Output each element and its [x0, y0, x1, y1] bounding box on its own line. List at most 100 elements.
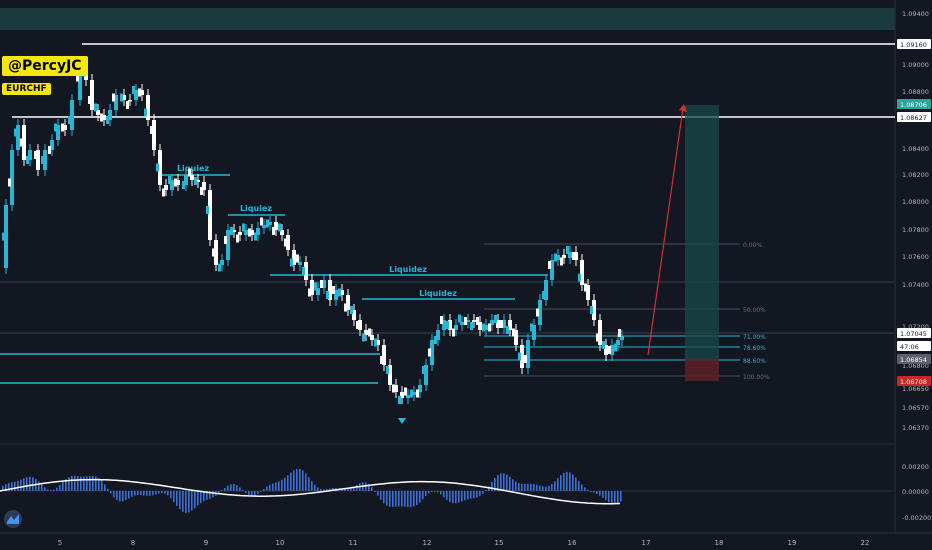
macd-histogram-bar [161, 491, 163, 494]
macd-histogram-bar [491, 482, 493, 491]
macd-histogram-bar [314, 484, 316, 491]
macd-histogram-bar [185, 491, 187, 513]
macd-histogram-bar [341, 488, 343, 491]
macd-histogram-bar [551, 484, 553, 491]
candle-body [466, 320, 470, 322]
candle-body [144, 108, 147, 117]
macd-histogram-bar [569, 472, 571, 491]
candle-body [108, 110, 112, 120]
candle-body [572, 252, 575, 260]
candle-body [268, 222, 272, 225]
macd-histogram-bar [2, 486, 4, 491]
macd-histogram-bar [425, 491, 427, 497]
macd-histogram-bar [353, 486, 355, 491]
macd-histogram-bar [578, 481, 580, 491]
macd-histogram-bar [191, 491, 193, 511]
time-axis[interactable]: 5 8 9 10 11 12 15 16 17 18 19 22 [58, 539, 870, 547]
time-tick-label: 18 [715, 539, 724, 547]
macd-histogram-bar [86, 476, 88, 491]
candle-body [416, 389, 419, 398]
candle-body [490, 320, 494, 325]
price-tick-label: 1.08200 [902, 171, 929, 179]
candle-body [328, 280, 332, 300]
price-tick-label: 1.08400 [902, 145, 929, 153]
macd-histogram-bar [209, 491, 211, 499]
time-tick-label: 5 [58, 539, 62, 547]
candle-body [200, 187, 203, 195]
candle-body [368, 328, 371, 337]
macd-histogram-bar [254, 491, 256, 496]
macd-histogram-bar [350, 488, 352, 491]
macd-histogram-bar [68, 477, 70, 491]
candle-body [350, 306, 353, 314]
candle-body [152, 120, 156, 150]
macd-histogram-bar [26, 477, 28, 491]
candle-body [202, 182, 206, 190]
macd-histogram-bar [80, 476, 82, 491]
candle-body [156, 163, 159, 172]
candle-body [460, 322, 464, 325]
macd-histogram-bar [131, 491, 133, 497]
macd-histogram-bar [266, 486, 268, 491]
candle-body [412, 392, 416, 395]
candle-body [338, 288, 341, 297]
macd-histogram-bar [488, 486, 490, 491]
candle-body [16, 125, 20, 150]
macd-histogram-bar [368, 484, 370, 491]
candle-body [334, 290, 338, 300]
candle-body [206, 206, 209, 214]
candle-body [100, 113, 103, 122]
macd-histogram-bar [284, 477, 286, 491]
time-tick-label: 11 [349, 539, 358, 547]
price-label: 47:06 [900, 343, 919, 351]
price-tick-label: 1.09000 [902, 61, 929, 69]
macd-histogram-bar [407, 491, 409, 508]
candle-body [2, 232, 5, 241]
macd-histogram-bar [485, 490, 487, 491]
macd-histogram-bar [38, 481, 40, 491]
candle-body [392, 384, 395, 393]
macd-histogram-bar [515, 481, 517, 491]
candle-body [278, 223, 281, 232]
candle-body [530, 323, 533, 332]
candle-body [358, 320, 362, 330]
macd-histogram-bar [224, 487, 226, 491]
macd-histogram-bar [575, 477, 577, 491]
macd-histogram-bar [443, 491, 445, 498]
candle-body [168, 176, 171, 184]
candle-body [544, 280, 548, 300]
macd-histogram-bar [20, 479, 22, 491]
macd-histogram-bar [557, 478, 559, 491]
macd-histogram-bar [179, 491, 181, 510]
candle-body [146, 95, 150, 120]
macd-histogram-bar [245, 491, 247, 494]
candle-body [284, 238, 287, 247]
candle-body [196, 180, 200, 182]
macd-histogram-bar [65, 479, 67, 491]
author-watermark: @PercyJC [2, 56, 88, 76]
candle-body [524, 355, 527, 363]
macd-histogram-bar [95, 476, 97, 491]
candle-body [520, 345, 524, 368]
time-tick-label: 15 [495, 539, 504, 547]
price-axis[interactable]: 1.09400 1.09000 1.08800 1.08400 1.08200 1.080… [897, 10, 931, 522]
candle-body [56, 125, 60, 140]
candle-body [126, 101, 129, 109]
macd-histogram-bar [167, 491, 169, 496]
price-label: 1.08706 [900, 101, 927, 109]
candle-body [436, 330, 440, 340]
macd-histogram-bar [527, 483, 529, 491]
candle-body [344, 303, 347, 312]
candle-body [308, 288, 311, 297]
tradingview-logo-icon[interactable] [4, 510, 22, 528]
candle-body [404, 387, 407, 396]
macd-histogram-bar [269, 484, 271, 491]
liquidity-label: Liquiez [177, 164, 209, 173]
long-position-tool[interactable] [647, 104, 719, 381]
macd-histogram-bar [374, 491, 376, 492]
stop-loss-zone [685, 359, 719, 381]
macd-histogram-bar [71, 476, 73, 491]
candle-body [452, 328, 455, 337]
fib-level-label: 50.00% [743, 307, 766, 314]
